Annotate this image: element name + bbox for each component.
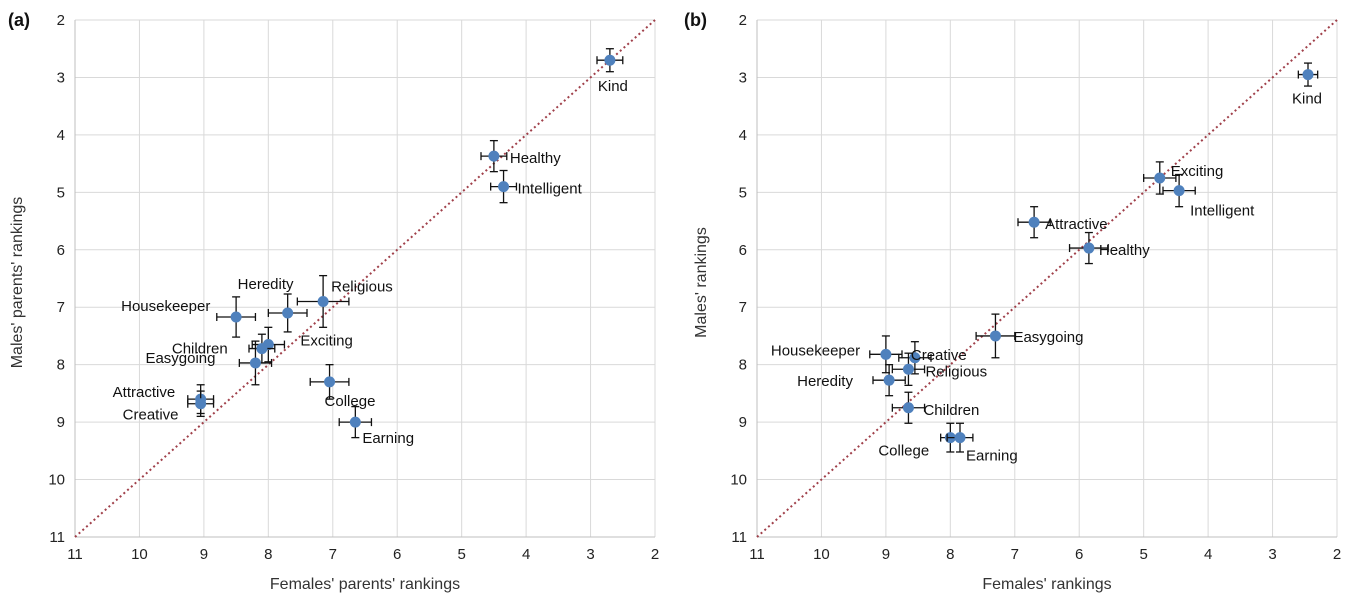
data-point-label: Heredity: [797, 373, 853, 390]
y-tick-label: 9: [57, 414, 65, 431]
data-point-label: Creative: [911, 347, 967, 364]
panel-label: (a): [8, 10, 30, 30]
y-tick-label: 6: [57, 242, 65, 259]
y-tick-label: 5: [57, 184, 65, 201]
x-axis-title: Females' rankings: [982, 576, 1111, 593]
x-axis-title: Females' parents' rankings: [270, 576, 460, 593]
data-point: [604, 54, 616, 66]
data-point: [195, 398, 207, 410]
x-tick-label: 10: [131, 546, 148, 563]
x-tick-label: 4: [522, 546, 530, 563]
data-point-label: Earning: [966, 448, 1018, 465]
y-tick-label: 10: [48, 472, 65, 489]
data-point: [902, 402, 914, 414]
data-point: [1083, 242, 1095, 254]
data-point: [883, 374, 895, 386]
x-tick-label: 6: [1075, 546, 1083, 563]
y-tick-label: 6: [739, 242, 747, 259]
y-tick-label: 4: [739, 127, 747, 144]
data-point: [902, 363, 914, 375]
y-tick-label: 2: [57, 12, 65, 29]
data-point-label: College: [878, 443, 929, 460]
data-point-label: Kind: [598, 78, 628, 95]
y-tick-label: 7: [739, 299, 747, 316]
data-point-label: Easygoing: [145, 350, 215, 367]
data-point-label: Healthy: [510, 150, 561, 167]
data-point-label: Exciting: [300, 333, 353, 350]
data-point-label: Children: [172, 341, 228, 358]
data-point-label: Housekeeper: [771, 342, 860, 359]
x-tick-label: 11: [67, 546, 83, 563]
data-point: [349, 416, 361, 428]
data-point-label: Healthy: [1099, 242, 1150, 259]
data-point: [282, 307, 294, 319]
x-tick-label: 4: [1204, 546, 1212, 563]
y-tick-label: 7: [57, 299, 65, 316]
data-point-label: Religious: [925, 363, 987, 380]
x-tick-label: 6: [393, 546, 401, 563]
data-point-label: Children: [923, 402, 979, 419]
panel-label: (b): [684, 10, 707, 30]
x-tick-label: 3: [1268, 546, 1276, 563]
data-point-label: Housekeeper: [121, 298, 210, 315]
data-point-label: Attractive: [113, 384, 176, 401]
data-point: [488, 150, 500, 162]
data-point-label: Religious: [331, 278, 393, 295]
y-tick-label: 10: [730, 472, 747, 489]
y-tick-label: 11: [49, 529, 65, 546]
x-tick-label: 8: [946, 546, 954, 563]
x-tick-label: 5: [1139, 546, 1147, 563]
y-tick-label: 3: [739, 69, 747, 86]
x-tick-label: 10: [813, 546, 830, 563]
x-tick-label: 2: [651, 546, 659, 563]
x-tick-label: 5: [457, 546, 465, 563]
data-point-label: Kind: [1292, 91, 1322, 108]
y-tick-label: 4: [57, 127, 65, 144]
y-tick-label: 9: [739, 414, 747, 431]
y-axis-title: Males' rankings: [693, 227, 710, 338]
y-axis-title: Males' parents' rankings: [9, 197, 26, 369]
data-point: [324, 376, 336, 388]
y-tick-label: 11: [731, 529, 747, 546]
data-point: [1028, 216, 1040, 228]
data-point-label: College: [325, 393, 376, 410]
data-point: [256, 343, 268, 355]
data-point: [1154, 172, 1166, 184]
data-point: [954, 432, 966, 444]
reference-line: [756, 19, 1338, 538]
data-point: [317, 295, 329, 307]
data-point: [498, 181, 510, 193]
data-point: [909, 352, 921, 364]
data-point-label: Intelligent: [1190, 203, 1255, 220]
data-point-label: Attractive: [1045, 216, 1108, 233]
data-point: [249, 357, 261, 369]
x-tick-label: 9: [882, 546, 890, 563]
x-tick-label: 7: [1011, 546, 1019, 563]
data-point: [880, 348, 892, 360]
y-tick-label: 5: [739, 184, 747, 201]
y-tick-label: 8: [57, 357, 65, 374]
x-tick-label: 7: [329, 546, 337, 563]
x-tick-label: 8: [264, 546, 272, 563]
x-tick-label: 2: [1333, 546, 1341, 563]
data-point-label: Creative: [123, 407, 179, 424]
x-tick-label: 11: [749, 546, 765, 563]
data-point-label: Easygoing: [1013, 329, 1083, 346]
y-tick-label: 8: [739, 357, 747, 374]
data-point: [1302, 69, 1314, 81]
data-point-label: Earning: [362, 430, 414, 447]
data-point: [989, 330, 1001, 342]
data-point-label: Heredity: [238, 276, 294, 293]
data-point: [1173, 185, 1185, 197]
data-point: [230, 311, 242, 323]
y-tick-label: 2: [739, 12, 747, 29]
data-point-label: Exciting: [1171, 163, 1224, 180]
y-tick-label: 3: [57, 69, 65, 86]
x-tick-label: 9: [200, 546, 208, 563]
x-tick-label: 3: [586, 546, 594, 563]
data-point-label: Intelligent: [518, 181, 583, 198]
